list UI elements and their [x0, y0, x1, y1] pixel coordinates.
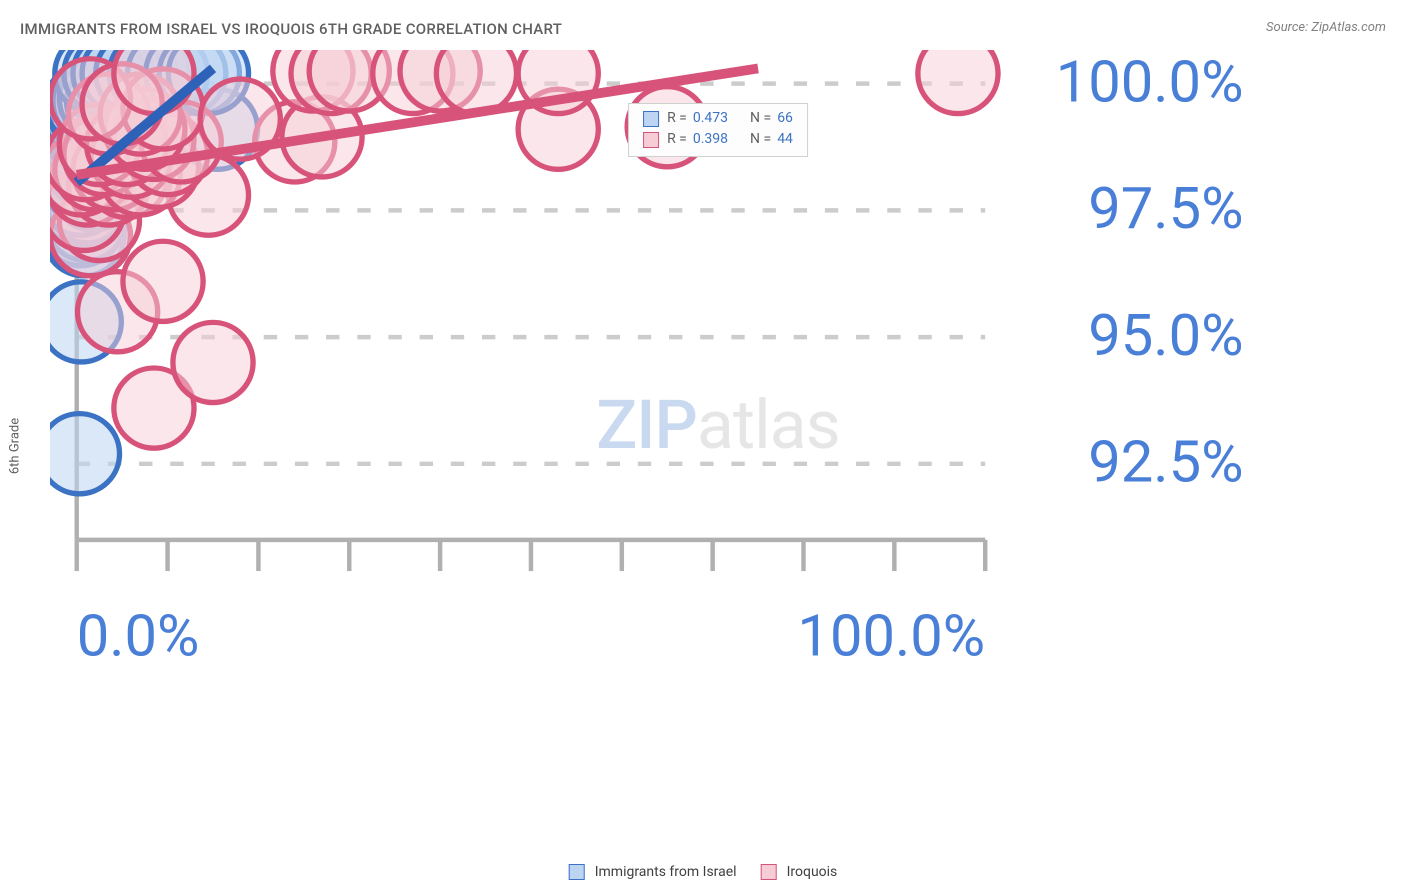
- r-label: R =: [667, 129, 687, 150]
- n-value: 66: [777, 108, 793, 129]
- r-label: R =: [667, 108, 687, 129]
- x-tick-label: 100.0%: [797, 603, 985, 671]
- legend-label: Iroquois: [787, 864, 838, 880]
- n-label: N =: [750, 108, 771, 129]
- y-tick-label: 92.5%: [1088, 429, 1243, 497]
- source-attribution: Source: ZipAtlas.com: [1266, 20, 1386, 35]
- stats-legend-row: R = 0.398 N = 44: [643, 129, 793, 150]
- stats-legend: R = 0.473 N = 66 R = 0.398 N = 44: [628, 103, 808, 157]
- x-tick-label: 0.0%: [77, 603, 200, 671]
- n-value: 44: [777, 129, 793, 150]
- data-point: [123, 241, 203, 321]
- chart-area: 92.5%95.0%97.5%100.0%0.0%100.0% ZIPatlas…: [50, 50, 1386, 832]
- data-point: [114, 50, 194, 114]
- legend-swatch: [643, 132, 659, 148]
- series-legend: Immigrants from Israel Iroquois: [569, 864, 838, 880]
- r-value: 0.473: [693, 108, 728, 129]
- legend-swatch: [643, 111, 659, 127]
- n-label: N =: [750, 129, 771, 150]
- data-point: [918, 50, 998, 114]
- legend-label: Immigrants from Israel: [595, 864, 737, 880]
- y-tick-label: 95.0%: [1088, 302, 1243, 370]
- y-axis-label: 6th Grade: [8, 418, 23, 474]
- r-value: 0.398: [693, 129, 728, 150]
- legend-item: Immigrants from Israel: [569, 864, 737, 880]
- legend-item: Iroquois: [761, 864, 838, 880]
- stats-legend-row: R = 0.473 N = 66: [643, 108, 793, 129]
- legend-swatch: [761, 864, 777, 880]
- y-tick-label: 100.0%: [1056, 50, 1244, 116]
- y-tick-label: 97.5%: [1088, 175, 1243, 243]
- legend-swatch: [569, 864, 585, 880]
- data-point: [173, 322, 253, 402]
- chart-title: IMMIGRANTS FROM ISRAEL VS IROQUOIS 6TH G…: [20, 20, 562, 38]
- data-point: [50, 414, 120, 494]
